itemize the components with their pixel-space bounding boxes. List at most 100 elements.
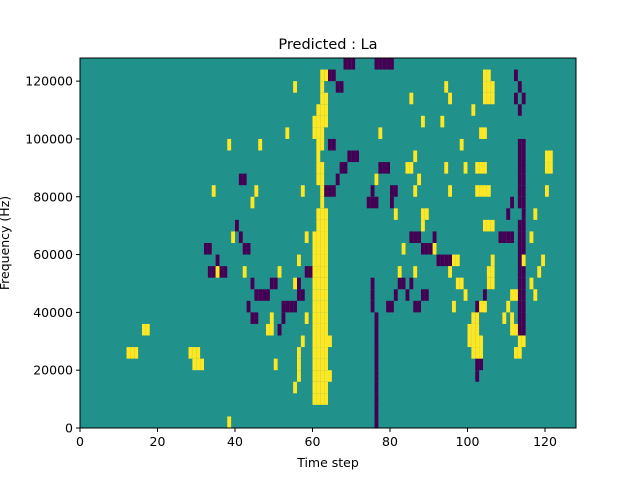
heatmap-cell-high [324,219,328,232]
heatmap-cell-high [304,312,309,324]
heatmap-cell-high [273,358,278,371]
heatmap-cell-high [316,393,321,405]
heatmap-cell-low [514,92,518,105]
heatmap-cell-high [320,323,325,336]
heatmap-cell-high [463,162,468,174]
heatmap-cell-high [312,358,317,371]
x-tick-label: 0 [76,434,84,449]
heatmap-cell-high [312,393,317,405]
heatmap-cell-low [238,231,243,243]
heatmap-cell-low [343,162,348,174]
heatmap-cell-high [324,254,328,267]
heatmap-cell-low [297,289,301,301]
heatmap-cell-high [486,277,491,290]
heatmap-cell-high [467,323,472,336]
heatmap-cell-high [285,127,290,139]
heatmap-cell-high [521,335,526,348]
heatmap-cell-high [254,185,259,197]
heatmap-cell-high [316,127,321,139]
heatmap-cell-low [331,185,336,197]
y-tick-label: 60000 [33,247,73,262]
heatmap-cell-low [370,277,375,290]
heatmap-cell-high [324,300,328,313]
y-tick-label: 100000 [25,131,73,146]
heatmap-cell-low [246,243,251,255]
heatmap-cell-high [320,393,325,405]
heatmap-cell-high [320,231,325,243]
x-tick-label: 20 [150,434,166,449]
heatmap-cell-high [316,138,321,151]
heatmap-cell-high [242,266,247,278]
heatmap-cell-high [320,266,325,278]
heatmap-cell-high [490,254,495,267]
heatmap-cell-high [316,347,321,359]
heatmap-cell-high [421,208,425,220]
heatmap-cell-low [355,150,359,163]
heatmap-cell-high [529,277,534,290]
heatmap-cell-high [277,266,282,278]
heatmap-cell-low [328,69,332,82]
x-tick-label: 60 [305,434,321,449]
heatmap-cell-high [510,289,514,301]
heatmap-cell-high [486,69,491,82]
heatmap-cell-high [227,138,232,151]
heatmap-cell-high [320,196,325,209]
heatmap-cell-high [545,162,549,174]
heatmap-cell-high [316,335,321,348]
heatmap-cell-high [324,370,328,382]
heatmap-cell-high [510,312,514,324]
heatmap-cell-low [483,289,487,301]
heatmap-cell-low [521,92,526,105]
y-tick-label: 40000 [33,305,73,320]
heatmap-cell-high [324,335,328,348]
heatmap-cell-low [366,196,371,209]
heatmap-cell-high [316,289,321,301]
heatmap-cell-low [517,81,522,93]
x-axis-ticks: 0 20 40 60 80 100 120 [76,428,557,449]
heatmap-cell-low [219,266,224,278]
heatmap-cell-high [320,381,325,394]
heatmap-cell-low [277,323,282,336]
heatmap-cell-low [347,58,352,70]
heatmap-cell-high [320,81,325,93]
heatmap-cell-low [262,289,266,301]
heatmap-cell-high [471,347,476,359]
heatmap-cell-high [475,312,480,324]
heatmap-cell-high [448,185,452,197]
heatmap-cell-low [266,289,270,301]
heatmap-cell-high [533,289,538,301]
heatmap-cell-low [308,266,313,278]
heatmap-cell-high [320,92,325,105]
heatmap-cell-high [297,370,301,382]
heatmap-cell-low [390,58,394,70]
heatmap-cell-low [397,277,402,290]
heatmap-cell-high [486,81,491,93]
heatmap-cell-high [297,254,301,267]
heatmap-cell-low [517,219,522,232]
heatmap-cell-high [424,208,429,220]
heatmap-cell-low [514,69,518,82]
heatmap-cell-high [413,150,418,163]
heatmap-cell-high [471,323,476,336]
heatmap-cells [80,58,576,428]
heatmap-cell-high [200,358,204,371]
heatmap-cell-low [374,381,379,394]
heatmap-cell-low [517,289,522,301]
heatmap-cell-high [142,323,146,336]
heatmap-cell-high [312,254,317,267]
heatmap-cell-high [258,138,263,151]
heatmap-cell-high [452,300,456,313]
heatmap-cell-low [428,243,433,255]
heatmap-cell-low [521,185,526,197]
heatmap-cell-high [545,185,549,197]
x-tick-label: 40 [227,434,243,449]
heatmap-cell-low [250,277,255,290]
heatmap-cell-high [324,115,328,128]
heatmap-cell-low [386,162,390,174]
heatmap-cell-high [479,185,483,197]
heatmap-cell-high [312,300,317,313]
heatmap-cell-high [452,254,456,267]
heatmap-cell-high [324,92,328,105]
heatmap-cell-low [258,289,263,301]
